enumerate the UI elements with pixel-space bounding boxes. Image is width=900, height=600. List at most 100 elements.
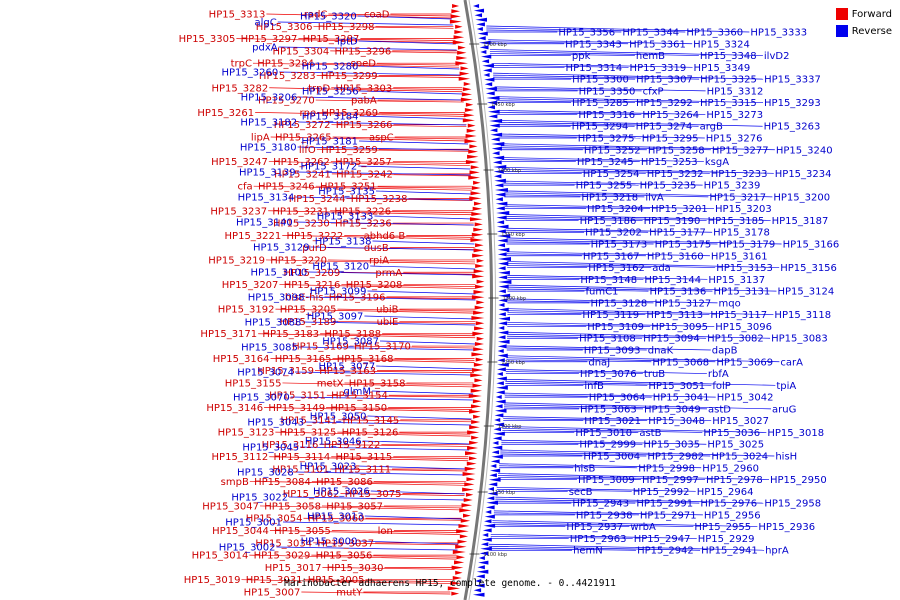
forward-gene-label: rpe <box>300 108 317 119</box>
reverse-feature-arrow <box>489 123 500 128</box>
reverse-leader-line <box>506 345 711 351</box>
reverse-feature-arrow <box>498 316 510 321</box>
reverse-gene-label: HP15_3076 <box>580 369 637 380</box>
forward-gene-label: HP15_3019 <box>184 575 241 586</box>
feature-arrows <box>447 4 512 597</box>
reverse-gene-label: HP15_3124 <box>777 287 834 298</box>
forward-gene-label: HP15_3242 <box>336 169 393 180</box>
reverse-leader-line <box>505 204 715 210</box>
reverse-leader-line <box>502 170 646 174</box>
forward-gene-label: HP15_3241 <box>274 169 331 180</box>
legend-reverse-label: Reverse <box>851 25 892 37</box>
reverse-gene-label: HP15_3190 <box>644 216 701 227</box>
reverse-leader-line <box>500 143 775 151</box>
reverse-gene-label: HP15_3234 <box>775 169 832 180</box>
reverse-gene-label: HP15_3172 <box>300 162 357 173</box>
reverse-gene-label: HP15_3096 <box>715 322 772 333</box>
forward-gene-label: HP15_3056 <box>316 551 373 562</box>
forward-feature-arrow <box>470 165 480 170</box>
reverse-feature-arrow <box>487 487 494 491</box>
reverse-feature-arrow <box>497 349 504 353</box>
forward-feature-arrow <box>454 30 464 34</box>
reverse-gene-label: HP15_2943 <box>572 499 629 510</box>
reverse-leader-line <box>504 402 772 410</box>
forward-gene-label: dusB <box>364 243 389 254</box>
forward-gene-label: HP15_3262 <box>273 157 330 168</box>
forward-feature-arrow <box>456 56 468 60</box>
reverse-feature-arrow <box>498 275 508 280</box>
forward-feature-arrow <box>467 123 476 128</box>
reverse-gene-label: astD <box>708 404 731 415</box>
reverse-gene-label: HP15_3002 <box>219 543 276 554</box>
reverse-leader-line <box>489 49 763 56</box>
gene-labels: coaDradCHP15_3313HP15_3298HP15_3306HP15_… <box>179 10 840 599</box>
reverse-leader-line <box>504 190 773 198</box>
reverse-leader-line <box>506 347 647 351</box>
forward-leader-line <box>316 75 461 78</box>
forward-leader-line <box>331 173 471 177</box>
reverse-leader-line <box>505 206 651 210</box>
reverse-gene-label: HP15_2963 <box>570 534 627 545</box>
forward-leader-line <box>346 198 473 201</box>
forward-feature-arrow <box>458 76 471 81</box>
reverse-gene-label: HP15_3252 <box>584 145 641 156</box>
reverse-leader-line <box>502 168 710 174</box>
reverse-leader-line <box>294 371 474 376</box>
reverse-leader-line <box>298 346 475 351</box>
leader-lines <box>236 13 782 595</box>
reverse-gene-label: ksgA <box>705 157 729 168</box>
reverse-gene-label: HP15_3028 <box>237 468 294 479</box>
forward-leader-line <box>344 235 475 238</box>
forward-gene-label: HP15_3170 <box>354 342 411 353</box>
forward-feature-arrow <box>464 108 474 112</box>
forward-leader-line <box>314 62 459 66</box>
reverse-gene-label: HP15_3027 <box>712 416 769 427</box>
reverse-gene-label: hemN <box>573 546 603 557</box>
reverse-feature-arrow <box>481 54 492 59</box>
forward-leader-line <box>266 259 476 265</box>
reverse-feature-arrow <box>486 96 500 100</box>
reverse-feature-arrow <box>495 201 508 206</box>
reverse-gene-label: HP15_3350 <box>579 86 636 97</box>
forward-leader-line <box>258 333 476 339</box>
reverse-feature-arrow <box>480 546 492 551</box>
reverse-gene-label: HP15_2976 <box>700 499 757 510</box>
reverse-gene-label: HP15_3120 <box>312 262 369 273</box>
reverse-gene-label: HP15_3276 <box>706 134 763 145</box>
reverse-gene-label: HP15_3187 <box>772 216 829 227</box>
reverse-feature-arrow <box>473 588 482 593</box>
reverse-gene-label: HP15_3349 <box>694 63 751 74</box>
reverse-leader-line <box>498 123 635 127</box>
forward-feature-arrow <box>464 139 478 144</box>
forward-feature-arrow <box>473 269 485 274</box>
forward-gene-label: HP15_3030 <box>327 563 384 574</box>
reverse-feature-arrow <box>485 510 492 514</box>
reverse-leader-line <box>490 536 633 539</box>
forward-feature-arrow <box>472 274 485 279</box>
reverse-gene-label: HP15_3264 <box>642 110 699 121</box>
forward-leader-line <box>303 579 453 583</box>
reverse-leader-line <box>298 96 464 101</box>
reverse-feature-arrow <box>479 551 489 556</box>
reverse-gene-label: HP15_3324 <box>693 39 750 50</box>
reverse-leader-line <box>359 90 463 95</box>
reverse-leader-line <box>486 29 622 33</box>
reverse-leader-line <box>505 218 643 221</box>
reverse-leader-line <box>504 194 645 198</box>
forward-leader-line <box>269 456 469 462</box>
reverse-leader-line <box>507 335 643 339</box>
forward-gene-label: HP15_3123 <box>218 428 275 439</box>
reverse-feature-arrow <box>493 165 507 169</box>
forward-leader-line <box>331 124 467 128</box>
forward-leader-line <box>269 530 460 535</box>
reverse-feature-arrow <box>496 372 503 376</box>
reverse-leader-line <box>488 39 693 45</box>
reverse-feature-arrow <box>493 174 502 179</box>
reverse-gene-label: HP15_3204 <box>587 204 644 215</box>
forward-gene-label: HP15_3111 <box>334 465 391 476</box>
reverse-gene-label: HP15_2982 <box>647 452 704 463</box>
reverse-leader-line <box>501 159 640 162</box>
forward-gene-label: HP15_3112 <box>212 452 269 463</box>
reverse-feature-arrow <box>485 91 495 96</box>
reverse-gene-label: HP15_3069 <box>716 357 773 368</box>
